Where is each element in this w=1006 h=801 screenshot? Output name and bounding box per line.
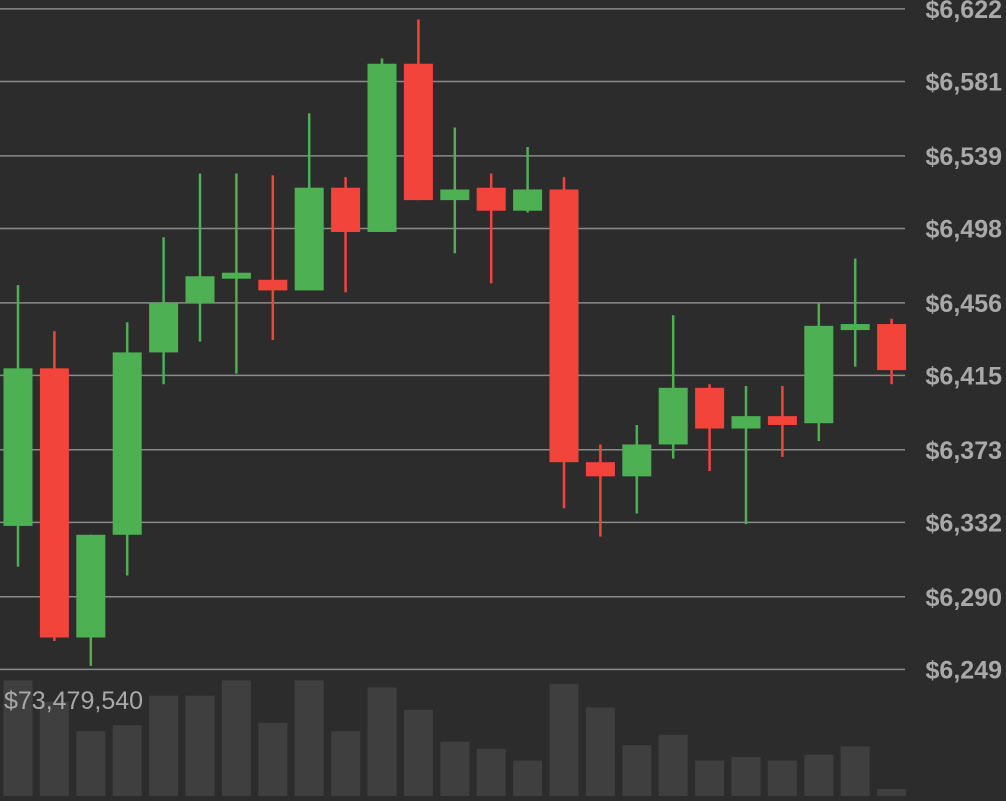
candle-up [185,173,215,342]
volume-bar [476,748,506,796]
candle-body [622,444,652,477]
volume-bar [149,695,179,796]
volume-bar [185,695,215,796]
price-tick-label: $6,539 [926,143,1002,171]
candle-body [840,324,870,331]
volume-bar [294,680,324,796]
price-tick-label: $6,622 [926,0,1002,24]
volume-bar [658,734,688,796]
candle-body [877,324,907,371]
candle-up [76,534,106,666]
candle-down [331,177,361,293]
candle-down [695,384,725,472]
volume-label: $73,479,540 [4,687,143,715]
price-tick-label: $6,332 [926,509,1002,537]
volume-bar [39,701,69,796]
candle-body [695,387,725,429]
price-gridlines [0,8,905,671]
candle-body [258,279,288,291]
candle-up [658,315,688,459]
volume-bars [3,680,907,796]
candle-body [585,462,615,477]
candle-up [112,322,142,576]
price-tick-label: $6,498 [926,215,1003,243]
candle-up [840,258,870,367]
candle-body [149,302,179,353]
price-tick-label: $6,581 [926,68,1003,96]
volume-bar [258,722,288,796]
candle-up [367,58,397,232]
candles [3,19,907,666]
price-tick-label: $6,249 [926,656,1002,684]
candle-body [294,187,324,291]
candle-body [3,368,33,526]
price-tick-label: $6,290 [926,584,1002,612]
volume-bar [221,680,251,796]
candle-up [622,425,652,514]
price-tick-label: $6,456 [926,290,1002,318]
price-tick-label: $6,415 [926,362,1003,390]
candle-down [39,331,69,642]
candle-body [221,272,251,279]
volume-bar [622,745,652,796]
candle-down [549,177,579,509]
candle-up [731,386,761,525]
price-axis: $6,622 $6,581 $6,539 $6,498 $6,456 $6,415 $6,3… [926,0,1003,684]
volume-bar [513,760,543,796]
candle-body [440,189,470,201]
candle-up [513,146,543,213]
candle-body [76,534,106,638]
candle-body [403,63,433,201]
candle-down [767,386,797,457]
candle-body [731,416,761,429]
candle-body [367,63,397,232]
candle-body [476,187,506,211]
candle-up [221,173,251,374]
volume-bar [112,725,142,796]
volume-bar [585,707,615,796]
candle-down [258,175,288,340]
candle-down [476,173,506,284]
volume-bar [331,731,361,796]
candle-body [767,416,797,425]
candle-down [585,444,615,537]
volume-bar [695,760,725,796]
candle-body [331,187,361,232]
volume-bar [731,757,761,796]
candle-down [877,318,907,385]
candle-body [513,189,543,211]
volume-bar [76,731,106,796]
volume-bar [767,760,797,796]
candle-up [440,127,470,254]
candle-up [294,113,324,291]
candle-down [403,19,433,201]
volume-bar [3,680,33,796]
candle-body [112,352,142,535]
volume-bar [440,741,470,796]
volume-bar [549,683,579,796]
candle-up [804,302,834,441]
price-tick-label: $6,373 [926,437,1002,465]
volume-bar [367,687,397,796]
volume-bar [403,709,433,796]
candle-body [658,387,688,445]
candle-body [549,189,579,463]
volume-bar [840,746,870,796]
candle-body [39,368,69,638]
candle-up [3,285,33,567]
volume-bar [877,788,907,796]
candle-up [149,237,179,385]
volume-bar [804,754,834,796]
candle-body [804,325,834,424]
candle-body [185,276,215,303]
